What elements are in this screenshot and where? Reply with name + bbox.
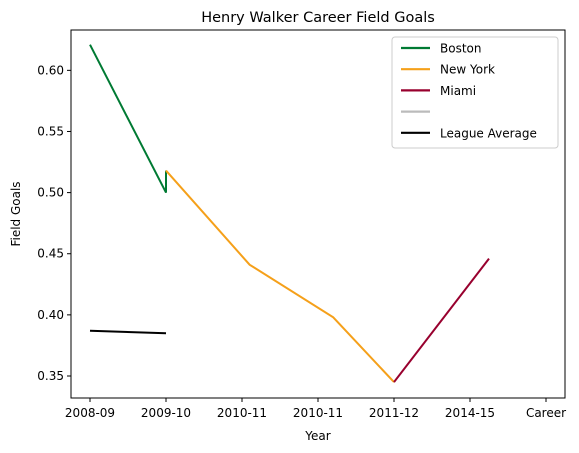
series-line-0 [89,44,167,194]
x-axis-label: Year [304,429,330,443]
x-tick-label: 2009-10 [141,406,191,420]
series-line-2 [393,257,490,383]
y-tick-label: 0.50 [37,186,64,200]
series-line-1 [165,169,395,383]
x-tick-label: Career [526,406,566,420]
legend-label: Boston [440,42,481,56]
axis-ticks: 0.35 0.40 0.45 0.50 0.55 0.60 2008-09 2009-10 20… [37,63,566,420]
legend: Boston New York Miami League Average [391,36,559,149]
x-tick-label: 2011-12 [369,406,419,420]
x-tick-label: 2008-09 [65,406,115,420]
y-tick-label: 0.35 [37,369,64,383]
legend-box [391,36,559,149]
y-tick-label: 0.45 [37,247,64,261]
x-tick-label: 2010-11 [217,406,267,420]
x-tick-label: 2010-11 [293,406,343,420]
y-tick-label: 0.55 [37,124,64,138]
series-line-4 [89,329,167,335]
legend-label: New York [440,63,495,77]
y-tick-label: 0.60 [37,63,64,77]
plot-frame [70,29,566,399]
series-layer [89,44,490,383]
legend-label: League Average [440,126,537,140]
y-tick-label: 0.40 [37,308,64,322]
y-axis-label: Field Goals [9,181,23,246]
legend-label: Miami [440,84,476,98]
x-tick-label: 2014-15 [445,406,495,420]
chart-title: Henry Walker Career Field Goals [201,10,435,26]
